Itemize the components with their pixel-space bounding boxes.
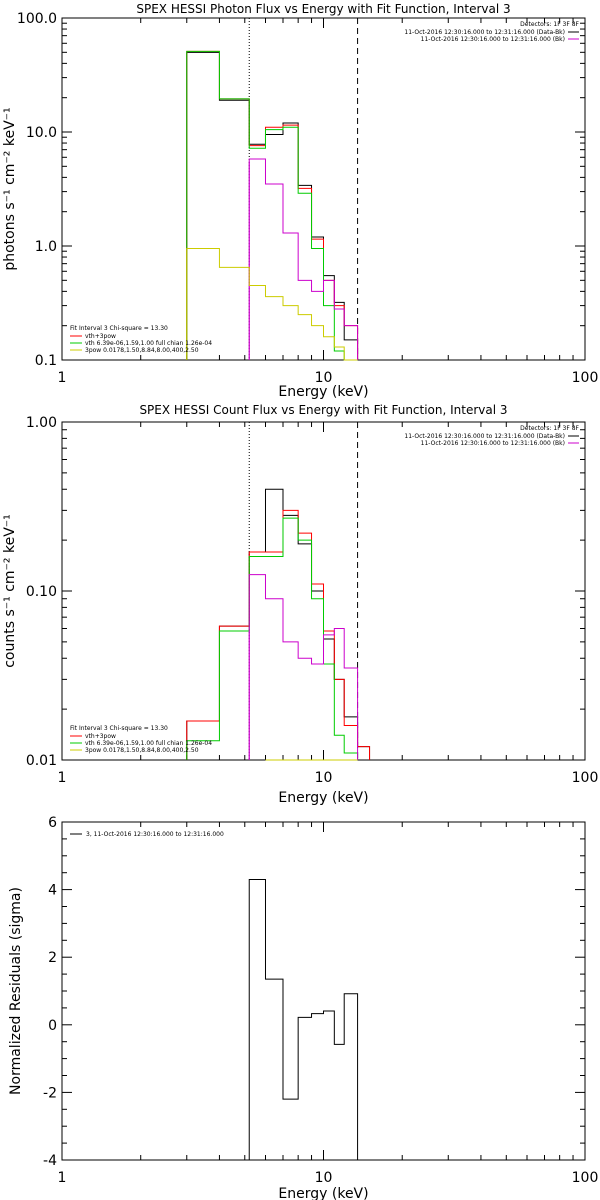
x-tick-label: 10 [315,370,333,386]
y-tick-label: -4 [43,1153,57,1169]
x-axis-label: Energy (keV) [278,1186,368,1200]
y-tick-label: 1.00 [26,415,57,431]
fit-legend-header: Fit Interval 3 Chi-square = 13.30 [70,725,168,732]
interval-label: 11-Oct-2016 12:30:16.000 to 12:31:16.000… [421,440,565,447]
plot-frame [61,17,586,361]
spectrum-series-0 [186,51,359,360]
y-tick-label: 0 [48,1018,57,1034]
spectrum-series-3 [248,158,359,360]
y-tick-label: 0.10 [26,584,57,600]
spectrum-series-0 [248,878,359,1160]
x-tick-label: 10 [315,770,333,786]
y-tick-label: 2 [48,950,57,966]
spectrum-series-4 [186,248,358,361]
x-tick-label: 100 [572,1170,599,1186]
fit-legend-label: vth 6.39e-06,1.59,1.00 full chian 1.26e-… [85,340,212,347]
fit-legend-label: vth 6.39e-06,1.59,1.00 full chian 1.26e-… [85,740,212,747]
y-tick-label: 6 [48,815,57,831]
fit-legend-label: 3pow 0.0178,1.50,8.84,8.00,400,2.50 [85,747,199,754]
y-tick-label: 0.1 [35,353,57,369]
x-axis-label: Energy (keV) [278,384,368,400]
x-tick-label: 1 [58,1170,67,1186]
spectrum-series-3 [248,574,359,760]
y-axis-label: photons s⁻¹ cm⁻² keV⁻¹ [2,107,18,270]
chart-title: SPEX HESSI Count Flux vs Energy with Fit… [139,403,507,417]
fit-legend-label: vth+3pow [85,333,116,340]
residual-legend-label: 3, 11-Oct-2016 12:30:16.000 to 12:31:16.… [86,831,224,838]
y-tick-label: 100.0 [17,11,57,27]
spectrum-series-1 [186,509,371,760]
fit-legend-label: vth+3pow [85,733,116,740]
x-tick-label: 100 [572,770,599,786]
spectrum-series-0 [186,488,371,760]
y-tick-label: 1.0 [35,239,57,255]
interval-label: 11-Oct-2016 12:30:16.000 to 12:31:16.000… [421,36,565,43]
detectors-label: Detectors: 1F 3F 8F [520,425,579,432]
plot-frame [61,821,586,1161]
x-axis-label: Energy (keV) [278,790,368,806]
fit-legend-header: Fit Interval 3 Chi-square = 13.30 [70,325,168,332]
y-axis-label: counts s⁻¹ cm⁻² keV⁻¹ [2,514,18,668]
y-axis-label: Normalized Residuals (sigma) [8,887,24,1095]
spectrum-series-1 [186,50,359,360]
interval-label: 11-Oct-2016 12:30:16.000 to 12:31:16.000… [404,433,565,440]
x-tick-label: 1 [58,770,67,786]
detectors-label: Detectors: 1F 3F 8F [520,21,579,28]
y-tick-label: 10.0 [26,125,57,141]
fit-legend-label: 3pow 0.0178,1.50,8.84,8.00,400,2.50 [85,347,199,354]
x-tick-label: 10 [315,1170,333,1186]
y-tick-label: 0.01 [26,753,57,769]
x-tick-label: 1 [58,370,67,386]
spectrum-series-2 [186,517,359,760]
spectrum-series-2 [186,50,358,361]
y-tick-label: 4 [48,883,57,899]
chart-title: SPEX HESSI Photon Flux vs Energy with Fi… [136,2,510,16]
interval-label: 11-Oct-2016 12:30:16.000 to 12:31:16.000… [404,29,565,36]
y-tick-label: -2 [43,1085,57,1101]
x-tick-label: 100 [572,370,599,386]
